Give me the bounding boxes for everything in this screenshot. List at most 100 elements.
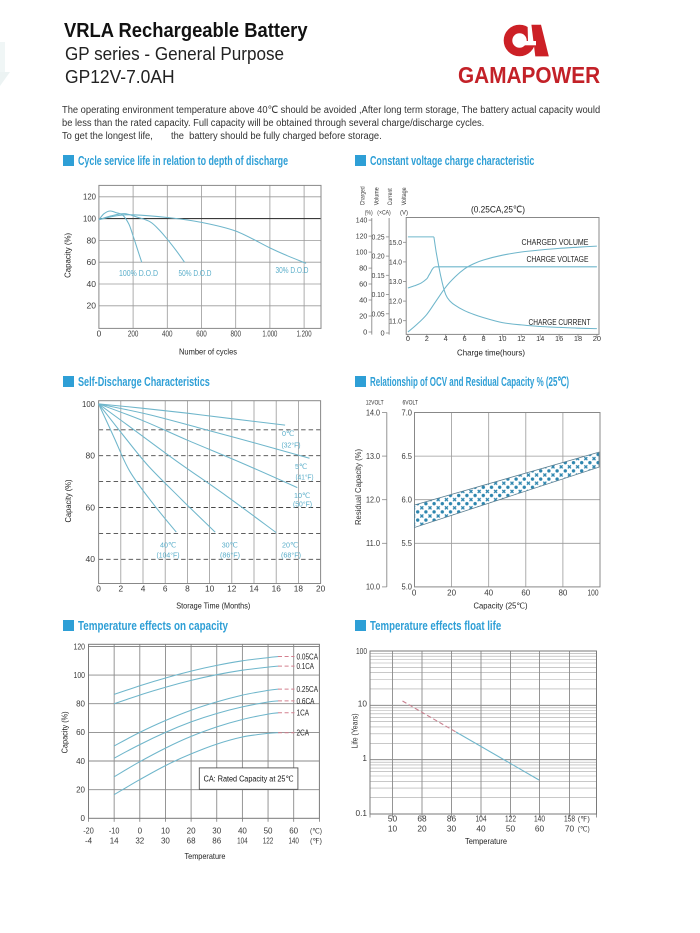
svg-text:20: 20	[359, 312, 367, 321]
svg-text:0.1CA: 0.1CA	[297, 661, 315, 671]
svg-text:40: 40	[359, 296, 367, 305]
svg-text:60: 60	[87, 257, 97, 267]
svg-text:0: 0	[96, 584, 101, 594]
svg-text:6: 6	[163, 584, 168, 594]
svg-text:CHARGE VOLTAGE: CHARGE VOLTAGE	[527, 254, 589, 264]
svg-text:-20: -20	[83, 827, 94, 836]
svg-text:Current: Current	[387, 188, 394, 205]
svg-text:14.0: 14.0	[366, 408, 380, 417]
svg-text:80: 80	[558, 589, 567, 598]
svg-text:1.000: 1.000	[262, 329, 277, 339]
svg-text:6.0: 6.0	[402, 496, 413, 505]
svg-text:30℃: 30℃	[222, 541, 238, 550]
svg-text:0.25CA: 0.25CA	[297, 684, 319, 694]
svg-text:10: 10	[498, 334, 506, 343]
svg-text:100: 100	[588, 589, 599, 598]
svg-text:100: 100	[82, 399, 95, 409]
svg-text:60: 60	[521, 589, 530, 598]
svg-text:16: 16	[272, 584, 282, 594]
svg-text:50: 50	[264, 827, 273, 836]
svg-text:10℃: 10℃	[294, 491, 310, 500]
svg-text:40: 40	[476, 824, 486, 834]
svg-text:13.0: 13.0	[389, 277, 402, 286]
svg-text:20: 20	[593, 334, 601, 343]
svg-text:30% D.O.D: 30% D.O.D	[276, 265, 309, 275]
svg-text:12VOLT: 12VOLT	[366, 400, 384, 407]
svg-text:0: 0	[97, 329, 102, 339]
svg-text:11.0: 11.0	[389, 316, 402, 325]
svg-text:0: 0	[138, 827, 143, 836]
svg-text:40: 40	[86, 554, 96, 564]
svg-text:100: 100	[356, 248, 368, 257]
svg-text:0: 0	[380, 329, 384, 338]
svg-text:100: 100	[83, 214, 96, 224]
svg-text:40: 40	[238, 827, 247, 836]
svg-text:30: 30	[212, 827, 221, 836]
svg-text:30: 30	[447, 824, 457, 834]
svg-text:(0.25CA,25℃): (0.25CA,25℃)	[471, 205, 525, 216]
svg-text:0.1: 0.1	[355, 808, 367, 818]
svg-text:60: 60	[76, 728, 85, 737]
svg-text:600: 600	[196, 329, 207, 339]
svg-text:15.0: 15.0	[389, 238, 402, 247]
svg-text:400: 400	[162, 329, 173, 339]
svg-text:80: 80	[359, 264, 367, 273]
svg-text:(50°F): (50°F)	[293, 500, 312, 509]
svg-text:0.05: 0.05	[372, 309, 385, 318]
svg-text:Charge time(hours): Charge time(hours)	[457, 348, 525, 358]
svg-text:(%): (%)	[365, 211, 373, 217]
svg-text:120: 120	[356, 232, 368, 241]
svg-text:1CA: 1CA	[297, 708, 310, 718]
svg-text:20: 20	[87, 301, 97, 311]
svg-text:0: 0	[412, 589, 417, 598]
svg-text:5℃: 5℃	[295, 462, 307, 471]
svg-text:Capacity (%): Capacity (%)	[64, 479, 73, 522]
svg-text:13.0: 13.0	[366, 452, 380, 461]
svg-text:5.5: 5.5	[402, 539, 413, 548]
svg-text:Capacity (%): Capacity (%)	[64, 233, 73, 278]
svg-text:86: 86	[447, 813, 457, 823]
svg-text:CHARGE CURRENT: CHARGE CURRENT	[529, 317, 592, 327]
svg-text:158: 158	[564, 813, 575, 823]
svg-text:60: 60	[359, 280, 367, 289]
svg-text:1.200: 1.200	[297, 329, 312, 339]
svg-text:Temperature: Temperature	[465, 836, 507, 846]
svg-text:0.15: 0.15	[372, 271, 385, 280]
svg-text:68: 68	[187, 837, 196, 846]
svg-text:(41°F): (41°F)	[296, 473, 314, 482]
svg-text:1: 1	[362, 753, 367, 763]
svg-text:Volume: Volume	[374, 187, 381, 205]
svg-text:8: 8	[481, 334, 485, 343]
svg-text:800: 800	[230, 329, 241, 339]
svg-text:18: 18	[574, 334, 582, 343]
svg-text:20℃: 20℃	[282, 541, 298, 550]
svg-text:(32°F): (32°F)	[282, 441, 301, 450]
svg-text:10: 10	[161, 827, 170, 836]
svg-text:10: 10	[358, 699, 368, 709]
svg-text:12: 12	[517, 334, 525, 343]
svg-text:50% D.O.D: 50% D.O.D	[179, 268, 212, 278]
svg-text:11.0: 11.0	[366, 539, 381, 548]
svg-text:40: 40	[484, 589, 493, 598]
svg-text:40℃: 40℃	[160, 541, 176, 550]
svg-text:122: 122	[505, 813, 516, 823]
svg-text:104: 104	[476, 813, 487, 823]
svg-text:14: 14	[249, 584, 259, 594]
svg-text:0: 0	[406, 334, 410, 343]
svg-text:80: 80	[87, 235, 97, 245]
svg-text:Storage Time (Months): Storage Time (Months)	[176, 601, 250, 611]
svg-text:0: 0	[81, 814, 86, 823]
svg-text:6VOLT: 6VOLT	[402, 400, 418, 407]
svg-text:(×CA): (×CA)	[377, 211, 391, 217]
svg-text:18: 18	[294, 584, 304, 594]
svg-text:32: 32	[135, 837, 144, 846]
svg-text:0℃: 0℃	[282, 429, 294, 438]
svg-text:80: 80	[76, 700, 85, 709]
svg-text:20: 20	[447, 589, 456, 598]
svg-text:Voltage: Voltage	[401, 187, 408, 205]
svg-text:6: 6	[463, 334, 467, 343]
svg-text:20: 20	[76, 785, 85, 794]
svg-text:-10: -10	[109, 827, 120, 836]
svg-text:30: 30	[161, 837, 170, 846]
svg-text:10: 10	[388, 824, 398, 834]
